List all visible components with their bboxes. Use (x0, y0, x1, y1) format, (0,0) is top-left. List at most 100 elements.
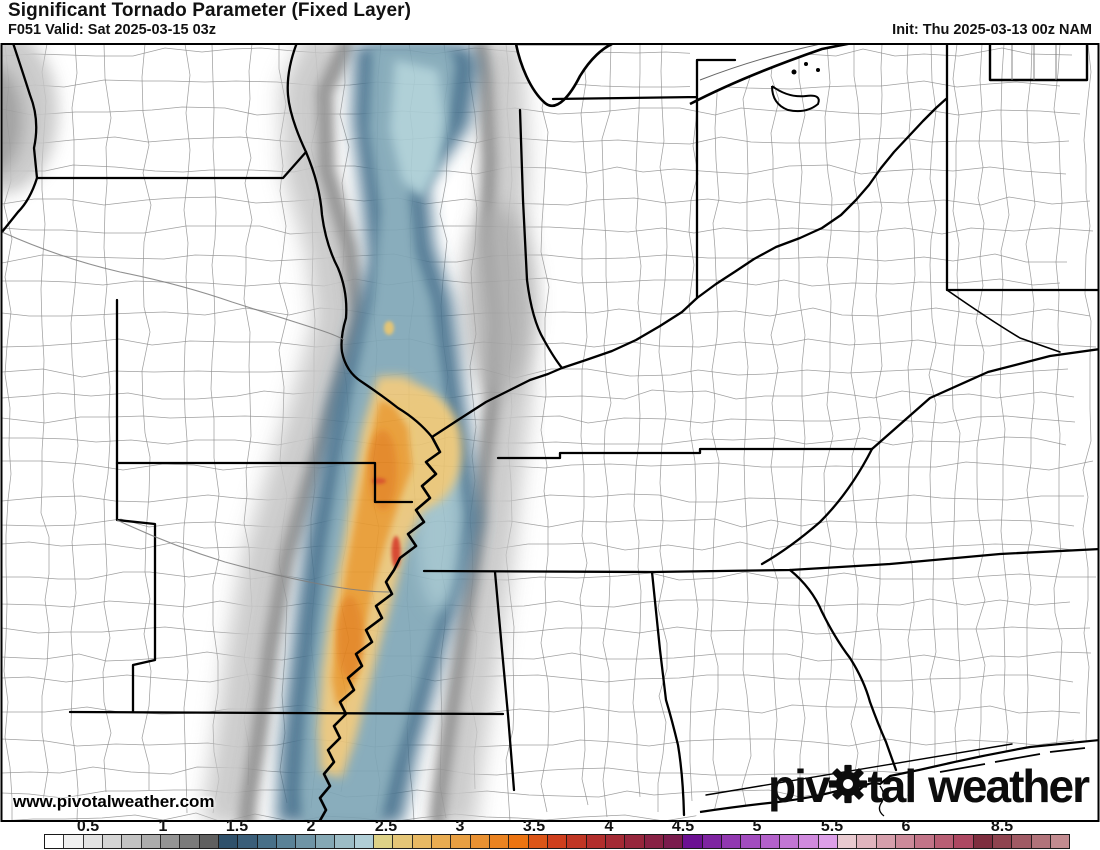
logo-text-piv: piv (767, 759, 830, 812)
mississippi-river-upper (286, 44, 434, 439)
colorbar-cell (799, 835, 819, 848)
map-background (2, 44, 1098, 820)
colorbar-cell (315, 835, 336, 848)
chattahoochee-border (788, 568, 898, 772)
colorbar-tick-8.5: 8.5 (990, 818, 1014, 835)
colorbar-cell (393, 835, 413, 848)
page-title: Significant Tornado Parameter (Fixed Lay… (8, 0, 412, 21)
colorbar-cell (702, 835, 723, 848)
minor-rivers (2, 44, 1057, 593)
colorbar-cell (373, 835, 394, 848)
colorbar-cell (876, 835, 897, 848)
colorbar-cell (103, 835, 123, 848)
colorbar-cell (199, 835, 220, 848)
colorbar-cell (760, 835, 781, 848)
colorbar-cell (934, 835, 955, 848)
colorbar-cell (161, 835, 181, 848)
colorbar-cell (431, 835, 452, 848)
colorbar-cell (722, 835, 742, 848)
colorbar-cell (277, 835, 297, 848)
colorbar-tick-3: 3 (455, 818, 465, 835)
gear-icon (828, 764, 868, 811)
pivotal-weather-logo: piv tal wea (767, 759, 1090, 812)
colorbar-cell (528, 835, 548, 848)
lake-erie-shoreline (689, 44, 854, 106)
colorbar-tick-labels: 0.5 1 1.5 2 2.5 3 3.5 4 4.5 5 5.5 6 8.5 (0, 818, 1100, 835)
arkansas-river (116, 519, 391, 593)
colorbar-tick-2: 2 (306, 818, 316, 835)
westvirginia-virginia-border (946, 289, 1061, 353)
colorbar-cell (412, 835, 432, 848)
colorbar-cell (605, 835, 626, 848)
tennessee-northcarolina-border (760, 447, 874, 566)
erie-island (791, 69, 797, 75)
colorbar-tick-6: 6 (901, 818, 911, 835)
colorbar-cell (45, 835, 65, 848)
colorbar-cell (857, 835, 877, 848)
mississippi-river-lower (318, 435, 442, 820)
arkansas-louisiana-border (68, 710, 505, 716)
colorbar-cell (954, 835, 974, 848)
valid-time-label: F051 Valid: Sat 2025-03-15 03z (8, 22, 216, 38)
colorbar-cell (64, 835, 84, 848)
colorbar-cell (818, 835, 839, 848)
colorbar (44, 834, 1070, 849)
colorbar-tick-5.5: 5.5 (820, 818, 844, 835)
colorbar-tick-4: 4 (604, 818, 614, 835)
kentucky-virginia-border (870, 348, 1098, 451)
state-borders (2, 44, 1098, 820)
colorbar-cell (1050, 835, 1070, 848)
michigan-border-box (988, 44, 1089, 82)
ohio-river (430, 97, 948, 439)
colorbar-cell (1012, 835, 1032, 848)
colorbar-cell (335, 835, 355, 848)
colorbar-cell (567, 835, 587, 848)
map-frame (0, 43, 1100, 822)
tennessee-south-border (422, 547, 1098, 574)
site-watermark: www.pivotalweather.com (13, 792, 215, 811)
michigan-county-lines (1011, 44, 1057, 80)
colorbar-tick-3.5: 3.5 (522, 818, 546, 835)
iowa-missouri-border (35, 150, 308, 180)
colorbar-cell (354, 835, 374, 848)
barrier-islands (939, 747, 1086, 773)
colorbar-cell (838, 835, 858, 848)
colorbar-cell (180, 835, 200, 848)
logo-text-tal: tal (867, 759, 917, 812)
colorbar-cell (547, 835, 568, 848)
colorbar-cell (219, 835, 239, 848)
colorbar-cell (625, 835, 645, 848)
colorbar-cell (644, 835, 664, 848)
colorbar-tick-5: 5 (752, 818, 762, 835)
init-time-label: Init: Thu 2025-03-13 00z NAM (892, 22, 1092, 38)
erie-island (816, 68, 820, 72)
colorbar-cell (973, 835, 993, 848)
indiana-ohio-michigan-borders (551, 58, 737, 300)
colorbar-cell (489, 835, 510, 848)
stp-shading (2, 44, 534, 820)
colorbar-cell (296, 835, 316, 848)
gulf-coastline (699, 739, 1098, 814)
colorbar-cell (83, 835, 104, 848)
oklahoma-arkansas-border (115, 461, 157, 714)
colorbar-tick-0.5: 0.5 (76, 818, 100, 835)
colorbar-cell (451, 835, 471, 848)
missouri-river-border (2, 44, 39, 234)
colorbar-cell (1031, 835, 1051, 848)
colorbar-cell (780, 835, 800, 848)
illinois-indiana-border (518, 108, 564, 370)
colorbar-cell (992, 835, 1013, 848)
erie-island (804, 62, 808, 66)
small-yellow-maximum (384, 321, 394, 335)
colorbar-tick-1: 1 (158, 818, 168, 835)
kentucky-tennessee-border (496, 447, 874, 460)
logo-text-weather: weather (928, 759, 1090, 812)
colorbar-cell (257, 835, 278, 848)
colorbar-cell (470, 835, 490, 848)
colorbar-cell (122, 835, 142, 848)
colorbar-cell (586, 835, 606, 848)
colorbar-cell (664, 835, 684, 848)
ohio-pennsylvania-border (945, 44, 1098, 292)
mississippi-east-border (493, 570, 516, 792)
